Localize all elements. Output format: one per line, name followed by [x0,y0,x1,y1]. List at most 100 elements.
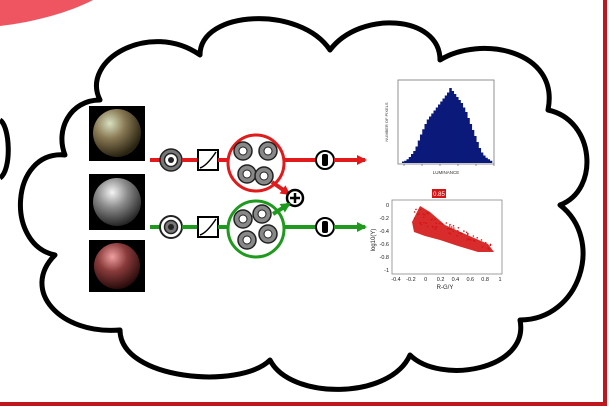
histogram-bar [467,118,470,163]
scatter-ylabel: log10(Y) [371,229,377,252]
histogram-bar [435,107,439,163]
green-eye-icon-pupil [168,224,174,230]
luminance-histogram: LUMINANCE NUMBER OF PIXELS [384,79,495,175]
histogram-bar [489,160,493,163]
histogram-bar [478,148,482,163]
histogram-bar [408,157,412,163]
scatter-point [480,239,483,241]
scatter-point [424,213,426,216]
histogram-bar [447,92,450,163]
scatter-x-tick-label: 0 [424,277,427,283]
histogram-bar [474,136,477,163]
scatter-point [446,228,449,230]
scatter-point [423,221,425,224]
scatter-point [469,239,472,241]
histogram-bar [449,88,452,163]
histogram-ylabel: NUMBER OF PIXELS [384,102,389,141]
scatter-point [419,208,422,211]
scatter-point [418,213,420,215]
scatter-point [449,233,452,235]
scatter-xlabel: R-G/Y [437,285,454,291]
scatter-point [434,218,436,221]
scatter-point [436,226,438,229]
green-cone-cluster [233,204,278,250]
histogram-bar [485,157,488,163]
histogram-bar [404,160,407,163]
scatter-point [463,230,465,232]
histogram-bar [417,140,421,163]
red-eye-icon-pupil [168,157,174,163]
histogram-bar [469,124,473,163]
red-electrode-body [322,154,328,166]
scatter-point [457,230,459,232]
green-to-sum-arrow [271,202,291,216]
histogram-x-ticks [403,164,495,166]
scatter-point [461,232,464,235]
histogram-bar [487,159,491,163]
scatter-point [467,232,469,235]
scatter-point [441,223,443,225]
scatter-point [434,226,437,228]
scatter-point [488,248,490,250]
histogram-bar [411,154,414,163]
scatter-point [472,235,475,237]
scatter-point [460,232,462,235]
color-scatter-plot: 0.85 -0.4 -0.2 0 0.2 0.4 0.6 0.8 1 0-0.2-0.4-0.… [371,189,503,291]
scatter-y-tick-label: -1 [384,268,389,274]
histogram-bars [402,88,493,163]
scatter-point [473,239,475,242]
scatter-point [449,227,451,230]
scatter-y-tick-label: -0.6 [380,242,389,248]
histogram-bar [451,91,455,163]
scatter-point [476,237,479,239]
histogram-bar [476,142,479,163]
histogram-bar [483,155,486,163]
scatter-x-tick-label: 1 [498,277,501,283]
histogram-bar [426,119,430,163]
page-border [0,0,607,406]
left-edge-arc [0,117,11,181]
histogram-bar [458,100,461,163]
red-nonlinearity-curve [199,151,217,169]
histogram-bar [442,98,446,163]
red-sphere [94,243,140,289]
gray-sphere [93,178,141,226]
scatter-y-tick-label: 0 [386,203,389,209]
histogram-bar [453,94,457,163]
histogram-bar [480,152,484,163]
histogram-bar [424,124,428,163]
scatter-point [431,225,434,228]
scatter-point [415,208,417,211]
histogram-bar [429,116,432,163]
scatter-x-tick-label: 0.4 [452,277,460,283]
scatter-y-tick-label: -0.8 [380,255,389,261]
scatter-point [450,226,453,228]
scatter-point [466,239,468,241]
scatter-point [431,218,434,220]
histogram-bar [440,101,443,163]
scatter-point [448,232,450,234]
scatter-point [457,227,460,229]
scatter-point [458,232,460,234]
scatter-point [426,226,429,228]
scatter-y-tick-label: -0.4 [380,229,389,235]
scatter-point [420,223,423,226]
red-to-sum-arrow [270,180,291,196]
scatter-point [422,213,425,215]
scatter-point [434,228,437,230]
scatter-title-badge: 0.85 [433,192,445,198]
scatter-y-ticks: 0 -0.2 -0.4 -0.6 -0.8 -1 [380,203,389,274]
histogram-bar [462,107,466,163]
histogram-bar [406,159,410,163]
scatter-point [481,246,484,248]
pink-corner-shape [0,0,93,26]
scatter-point [413,211,416,213]
histogram-bar [433,110,437,163]
scatter-point [451,228,454,231]
scatter-x-tick-label: -0.4 [391,277,400,283]
scatter-x-ticks: -0.4 -0.2 0 0.2 0.4 0.6 0.8 1 [391,277,501,283]
histogram-bar [471,130,475,163]
scatter-point [430,219,433,221]
green-nonlinearity-curve [199,218,217,236]
